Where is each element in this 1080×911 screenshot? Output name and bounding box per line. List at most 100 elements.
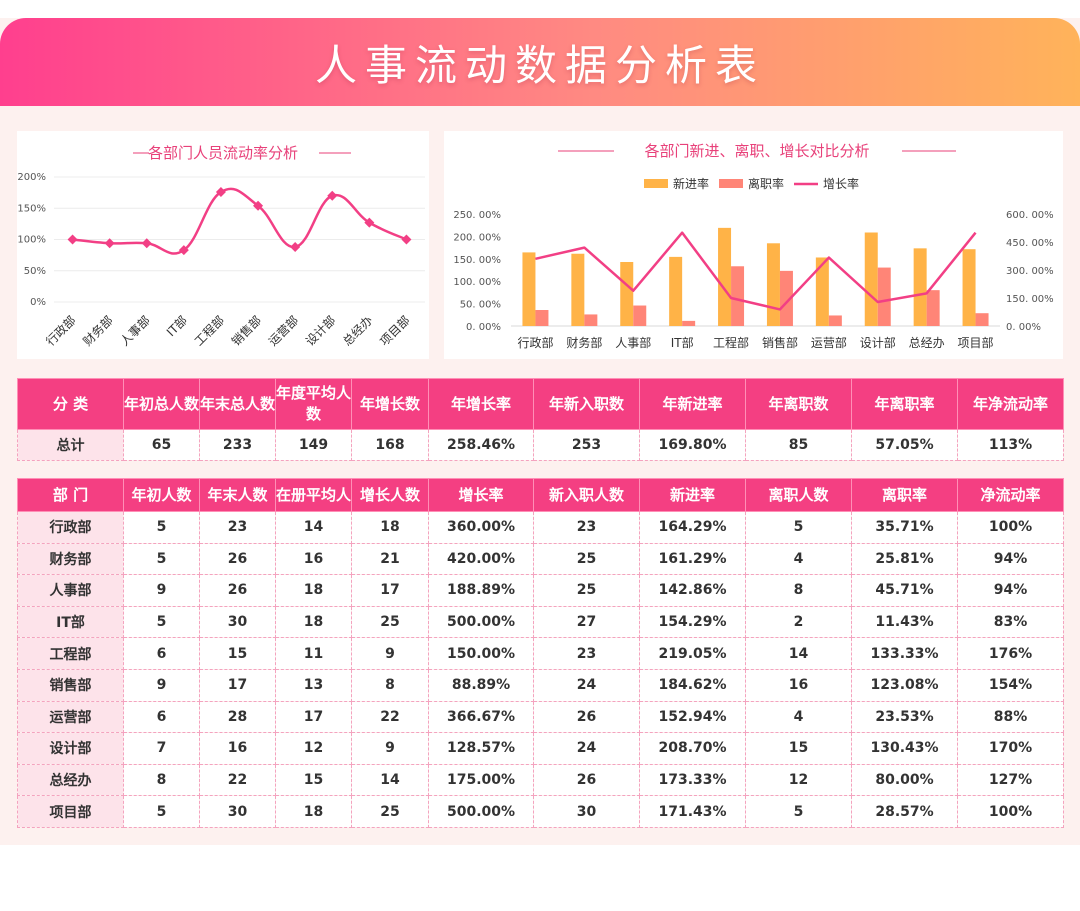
detail-header-cell: 部 门 — [17, 478, 124, 512]
chart1-x-label: IT部 — [163, 313, 190, 340]
detail-value-cell: 17 — [199, 668, 276, 702]
table-row: 财务部 5 26 16 21 420.00% 25 161.29% 4 25.81% 94% — [17, 542, 1064, 576]
chart2-bar-离职率-人事部 — [633, 305, 647, 326]
detail-value-cell: 150.00% — [428, 637, 534, 670]
detail-value-cell: 88.89% — [428, 668, 534, 702]
detail-value-cell: 18 — [275, 574, 352, 607]
department-name-cell: 运营部 — [17, 700, 124, 734]
department-name-cell: 人事部 — [17, 574, 124, 607]
department-name-cell: 财务部 — [17, 542, 124, 576]
detail-value-cell: 16 — [745, 668, 852, 702]
detail-value-cell: 16 — [275, 542, 352, 576]
detail-value-cell: 5 — [123, 605, 200, 639]
chart2-bar-离职率-运营部 — [828, 315, 842, 326]
summary-value-cell: 168 — [351, 429, 429, 461]
summary-total-row: 总计 65 233 149 168 258.46% 253 169.80% 85 57.05% 11… — [17, 429, 1064, 461]
detail-value-cell: 16 — [199, 732, 276, 765]
summary-value-cell: 233 — [199, 429, 276, 461]
detail-value-cell: 8 — [351, 668, 429, 702]
detail-value-cell: 25 — [533, 542, 640, 576]
detail-value-cell: 25 — [533, 574, 640, 607]
comparison-chart-panel: 各部门新进、离职、增长对比分析 新进率 离职率 增长率 250. 00% 200. 00%… — [444, 131, 1063, 359]
detail-value-cell: 9 — [351, 637, 429, 670]
detail-value-cell: 176% — [957, 637, 1064, 670]
chart2-right-tick: 450. 00% — [1006, 238, 1054, 249]
chart2-x-label: 工程部 — [713, 335, 749, 350]
detail-value-cell: 80.00% — [851, 763, 958, 797]
detail-header-cell: 新入职人数 — [533, 478, 640, 512]
detail-value-cell: 5 — [123, 542, 200, 576]
detail-value-cell: 8 — [123, 763, 200, 797]
chart2-left-tick: 150. 00% — [453, 255, 501, 266]
summary-value-cell: 258.46% — [428, 429, 534, 461]
table-row: 人事部 9 26 18 17 188.89% 25 142.86% 8 45.71% 94% — [17, 574, 1064, 607]
chart1-y-tick: 50% — [24, 266, 46, 277]
detail-value-cell: 175.00% — [428, 763, 534, 797]
chart2-x-label: 设计部 — [860, 335, 896, 350]
chart1-x-label: 工程部 — [191, 313, 227, 349]
table-row: 工程部 6 15 11 9 150.00% 23 219.05% 14 133.33% 176% — [17, 637, 1064, 670]
detail-value-cell: 154.29% — [639, 605, 746, 639]
chart2-x-label: 运营部 — [811, 335, 847, 350]
chart2-x-label: 总经办 — [909, 335, 945, 350]
detail-value-cell: 26 — [533, 763, 640, 797]
detail-value-cell: 30 — [199, 795, 276, 828]
chart1-point-销售部 — [253, 200, 264, 211]
detail-header-cell: 离职人数 — [745, 478, 852, 512]
detail-value-cell: 5 — [745, 795, 852, 828]
chart1-y-tick: 100% — [17, 235, 46, 246]
chart1-x-label: 行政部 — [43, 313, 79, 349]
detail-value-cell: 26 — [533, 700, 640, 734]
chart2-x-label: 财务部 — [566, 335, 602, 350]
chart2-right-tick: 0. 00% — [1006, 322, 1041, 333]
detail-value-cell: 4 — [745, 700, 852, 734]
chart2-legend-label: 新进率 — [673, 176, 709, 191]
chart2-bar-新进率-行政部 — [522, 252, 536, 326]
detail-value-cell: 45.71% — [851, 574, 958, 607]
detail-value-cell: 17 — [275, 700, 352, 734]
detail-value-cell: 161.29% — [639, 542, 746, 576]
chart2-bar-离职率-设计部 — [877, 267, 891, 326]
detail-value-cell: 88% — [957, 700, 1064, 734]
detail-header-cell: 增长人数 — [351, 478, 429, 512]
detail-value-cell: 24 — [533, 668, 640, 702]
detail-value-cell: 171.43% — [639, 795, 746, 828]
chart2-left-tick: 0. 00% — [466, 322, 501, 333]
chart1-title: 各部门人员流动率分析 — [148, 144, 298, 162]
chart2-bar-新进率-工程部 — [718, 227, 732, 326]
detail-value-cell: 9 — [351, 732, 429, 765]
detail-value-cell: 18 — [275, 795, 352, 828]
chart2-legend-swatch-离职率 — [719, 179, 743, 188]
summary-value-cell: 57.05% — [851, 429, 958, 461]
detail-value-cell: 14 — [351, 763, 429, 797]
detail-value-cell: 208.70% — [639, 732, 746, 765]
detail-value-cell: 23 — [533, 637, 640, 670]
detail-value-cell: 5 — [123, 511, 200, 544]
chart1-point-总经办 — [364, 217, 375, 228]
chart2-bar-离职率-销售部 — [779, 270, 793, 326]
detail-header-cell: 增长率 — [428, 478, 534, 512]
table-row: IT部 5 30 18 25 500.00% 27 154.29% 2 11.43% 83% — [17, 605, 1064, 639]
chart2-bar-新进率-总经办 — [913, 248, 927, 326]
detail-value-cell: 164.29% — [639, 511, 746, 544]
detail-header-cell: 年末人数 — [199, 478, 276, 512]
chart2-bar-离职率-总经办 — [926, 290, 940, 326]
detail-value-cell: 2 — [745, 605, 852, 639]
detail-value-cell: 94% — [957, 542, 1064, 576]
detail-value-cell: 12 — [275, 732, 352, 765]
detail-value-cell: 219.05% — [639, 637, 746, 670]
chart1-x-label: 财务部 — [80, 313, 116, 349]
chart2-left-tick: 50. 00% — [460, 300, 501, 311]
chart1-x-label: 总经办 — [339, 313, 375, 349]
chart1-series-line — [72, 187, 407, 255]
department-name-cell: 设计部 — [17, 732, 124, 765]
table-row: 行政部 5 23 14 18 360.00% 23 164.29% 5 35.71% 100% — [17, 511, 1064, 544]
detail-value-cell: 4 — [745, 542, 852, 576]
detail-value-cell: 500.00% — [428, 605, 534, 639]
detail-value-cell: 100% — [957, 511, 1064, 544]
department-name-cell: 销售部 — [17, 668, 124, 702]
detail-value-cell: 22 — [199, 763, 276, 797]
detail-value-cell: 27 — [533, 605, 640, 639]
detail-value-cell: 173.33% — [639, 763, 746, 797]
department-detail-table: 部 门年初人数年末人数在册平均人数增长人数增长率新入职人数新进率离职人数离职率净… — [17, 478, 1064, 828]
